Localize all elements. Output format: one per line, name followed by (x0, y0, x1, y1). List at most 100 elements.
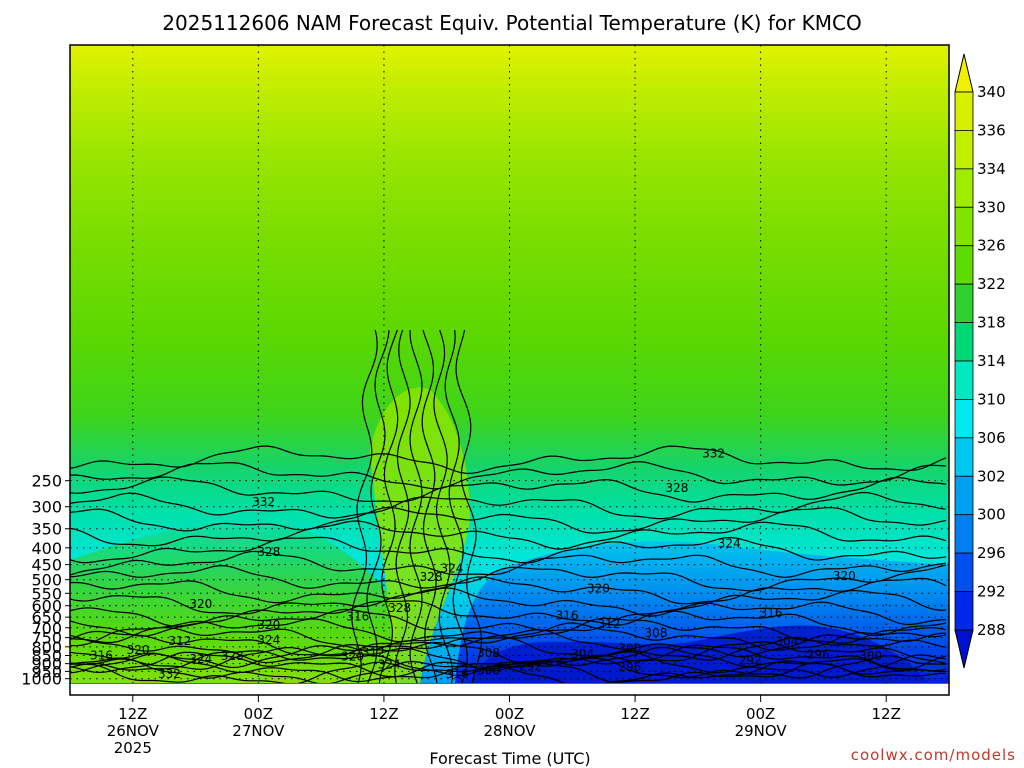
warm-surface-region (70, 520, 400, 684)
colorbar-label: 314 (977, 352, 1006, 370)
x-tick-label: 12Z (369, 705, 398, 723)
contour-label: 316 (760, 606, 783, 620)
contour-line (455, 329, 483, 684)
contour-line (70, 520, 947, 550)
contour-line (444, 329, 468, 684)
contour-line (70, 634, 947, 664)
x-tick-label: 12Z (872, 705, 901, 723)
x-tick-label: 12Z (118, 705, 147, 723)
contour-label: 308 (645, 626, 668, 640)
contour-line (70, 445, 947, 475)
contour-label: 320 (833, 569, 856, 583)
contour-lines (70, 329, 947, 684)
y-tick-label: 400 (31, 539, 62, 558)
x-tick-label: 00Z (746, 705, 775, 723)
y-axis: 250 300 3504004505005506006507007508008509… (21, 472, 70, 689)
contour-line (70, 641, 947, 669)
contour-label: 312 (168, 634, 191, 648)
contour-label: 324 (440, 562, 463, 576)
colorbar-label: 322 (977, 275, 1006, 293)
contour-label: 324 (257, 633, 280, 647)
contour-label: 300 (477, 663, 500, 677)
contour-label: 312 (362, 646, 385, 660)
contour-line (70, 576, 947, 605)
colorbar-label: 292 (977, 583, 1006, 601)
contour-line (378, 329, 399, 684)
colorbar-top-arrow (954, 53, 974, 93)
colorbar-label: 288 (977, 621, 1006, 639)
y-tick-label: 700 (31, 619, 62, 638)
y-tick-label: 550 (31, 584, 62, 603)
contour-line (70, 657, 947, 684)
contour-label: 328 (665, 481, 688, 495)
contour-line (70, 476, 947, 503)
credit-text: coolwx.com/models (851, 746, 1016, 764)
x-tick-label: 27NOV (232, 722, 285, 740)
contour-line (70, 660, 946, 684)
contour-label: 328 (257, 545, 280, 559)
contour-label: 304 (571, 647, 594, 661)
contour-line (70, 564, 947, 592)
contour-label: 304 (775, 634, 798, 648)
x-tick-label: 28NOV (483, 722, 536, 740)
chart-title: 2025112606 NAM Forecast Equiv. Potential… (162, 11, 861, 35)
x-axis-label: Forecast Time (UTC) (429, 749, 590, 768)
y-tick-label: 300 (31, 498, 62, 517)
colorbar-swatch (954, 130, 974, 170)
colorbar-swatch (954, 475, 974, 516)
colorbar-label: 340 (977, 83, 1006, 101)
grid-lines (70, 45, 949, 684)
contour-line (70, 646, 947, 677)
contour-label: 296 (807, 647, 830, 661)
contour-line (409, 330, 423, 684)
y-tick-label: 850 (31, 646, 62, 665)
contour-label: 324 (718, 536, 741, 550)
contour-line (70, 600, 947, 627)
contour-line (70, 608, 947, 637)
colorbar-swatch (954, 322, 974, 362)
y-tick-label: 650 (31, 608, 62, 627)
contour-label: 328 (388, 601, 411, 615)
colorbar-swatch (954, 168, 974, 208)
contour-label: 316 (346, 610, 369, 624)
x-tick-label: 00Z (495, 705, 524, 723)
y-tick-label: 450 (31, 556, 62, 575)
contour-label: 320 (587, 582, 610, 596)
warm-plume-region (370, 387, 470, 684)
contour-label: 292 (519, 659, 542, 673)
y-tick-label: 500 (31, 571, 62, 590)
contour-label: 312 (597, 617, 620, 631)
contour-line (70, 653, 947, 683)
colorbar-label: 318 (977, 314, 1006, 332)
colorbar: 340 336 334 330 326 322 318 314 310 306 302 300 296 2… (954, 53, 1006, 669)
colorbar-label: 310 (977, 390, 1006, 408)
contour-label: 324 (378, 657, 401, 671)
contour-line (366, 329, 390, 684)
contour-label: 308 (477, 646, 500, 660)
colorbar-label: 336 (977, 121, 1006, 139)
contour-line (70, 587, 947, 617)
contour-label: 332 (252, 495, 275, 509)
y-tick-label: 1000 (21, 670, 62, 689)
colorbar-swatch (954, 206, 974, 247)
contour-label: 332 (158, 667, 181, 681)
contour-label: 320 (127, 643, 150, 657)
colorbar-swatch (954, 399, 974, 439)
x-tick-label: 00Z (244, 705, 273, 723)
colorbar-swatch (954, 437, 974, 477)
x-tick-label: 29NOV (735, 722, 788, 740)
y-tick-label: 250 (31, 472, 62, 491)
contour-label: 320 (189, 597, 212, 611)
x-tick-label: 26NOV (107, 722, 160, 740)
contour-label: 292 (739, 654, 762, 668)
contour-label: 316 (446, 667, 469, 681)
contour-line (70, 628, 947, 658)
x-tick-label: 2025 (114, 739, 152, 757)
colorbar-swatch (954, 245, 974, 285)
y-tick-label: 750 (31, 629, 62, 648)
y-tick-label: 600 (31, 597, 62, 616)
contour-label: 332 (702, 447, 725, 461)
